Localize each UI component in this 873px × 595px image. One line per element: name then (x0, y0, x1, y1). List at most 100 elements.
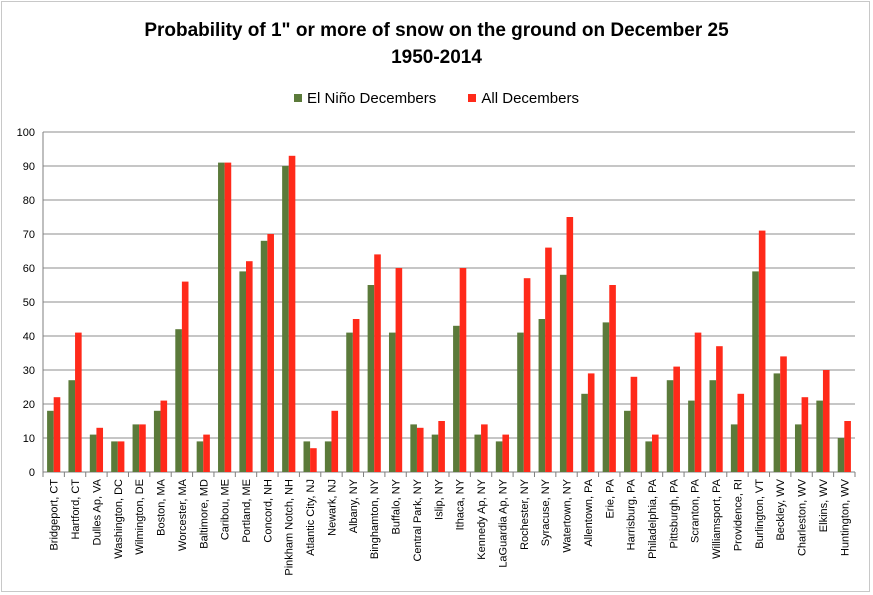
x-category-label: Williamsport, PA (711, 478, 723, 559)
x-category-label: Bridgeport, CT (49, 479, 61, 551)
x-category-label: Washington, DC (113, 479, 125, 559)
legend-label-all: All Decembers (481, 90, 579, 107)
x-category-label: Watertown, NY (562, 478, 574, 552)
x-category-label: Harrisburg, PA (626, 478, 638, 550)
x-category-label: Atlantic City, NJ (305, 479, 317, 556)
bar-el-nino (346, 332, 353, 472)
bar-el-nino (175, 329, 182, 472)
x-category-label: Elkins, WV (818, 478, 830, 532)
bar-all-decembers (395, 268, 403, 472)
bar-all-decembers (139, 424, 146, 472)
bar-el-nino (538, 319, 546, 472)
bar-all-decembers (694, 332, 702, 472)
x-category-label: Islip, NY (433, 478, 445, 520)
bar-all-decembers (117, 441, 125, 472)
chart-subtitle: 1950-2014 (391, 47, 482, 68)
x-category-label: Scranton, PA (690, 478, 702, 543)
bar-all-decembers (224, 162, 232, 472)
x-category-label: Rochester, NY (519, 478, 531, 550)
bar-el-nino (837, 438, 845, 472)
x-category-label: Boston, MA (156, 478, 168, 536)
bar-el-nino (218, 162, 225, 472)
x-category-label: Erie, PA (604, 478, 616, 518)
bar-el-nino (132, 424, 140, 472)
bar-all-decembers (502, 434, 510, 472)
bar-all-decembers (267, 234, 274, 472)
bar-all-decembers (587, 373, 595, 472)
y-tick-label: 20 (23, 399, 35, 411)
x-category-label: Albany, NY (348, 478, 360, 533)
bar-all-decembers (288, 155, 296, 473)
bar-el-nino (89, 434, 97, 472)
x-category-label: Charleston, WV (797, 478, 809, 556)
x-category-label: Pittsburgh, PA (668, 478, 680, 548)
bar-el-nino (816, 400, 823, 472)
chart-title: Probability of 1" or more of snow on the… (144, 20, 729, 41)
bar-all-decembers (673, 366, 680, 472)
bar-el-nino (517, 332, 524, 472)
bar-el-nino (239, 271, 246, 472)
bar-all-decembers (352, 319, 360, 472)
bar-el-nino (453, 325, 460, 472)
bar-el-nino (581, 393, 588, 472)
bar-el-nino (602, 322, 610, 472)
bar-el-nino (773, 373, 781, 472)
y-tick-label: 60 (23, 263, 35, 275)
x-category-label: Burlington, VT (754, 479, 766, 549)
bar-el-nino (111, 441, 118, 472)
x-category-label: Worcester, MA (177, 478, 189, 551)
bar-all-decembers (780, 356, 787, 472)
bar-all-decembers (96, 427, 104, 472)
bar-el-nino (282, 166, 289, 472)
bar-all-decembers (181, 281, 189, 472)
bar-el-nino (260, 240, 268, 472)
bar-el-nino (367, 285, 375, 472)
bar-all-decembers (716, 346, 723, 472)
y-tick-label: 0 (29, 467, 35, 479)
y-tick-label: 70 (23, 229, 35, 241)
x-category-label: Dulles Ap, VA (91, 478, 103, 545)
x-category-label: Providence, RI (732, 479, 744, 551)
bar-all-decembers (609, 285, 616, 472)
legend-swatch-all (468, 94, 477, 102)
bar-all-decembers (844, 421, 851, 472)
x-category-label: Huntington, WV (839, 478, 851, 556)
bar-all-decembers (75, 332, 82, 472)
bar-all-decembers (438, 421, 445, 472)
bar-all-decembers (652, 434, 659, 472)
bar-all-decembers (545, 247, 552, 472)
bar-el-nino (730, 424, 738, 472)
y-tick-label: 90 (23, 161, 35, 173)
bar-el-nino (388, 332, 396, 472)
bar-all-decembers (459, 268, 467, 472)
x-category-label: Philadelphia, PA (647, 478, 659, 559)
bar-all-decembers (566, 217, 574, 472)
bar-el-nino (666, 380, 674, 472)
bar-all-decembers (630, 376, 638, 472)
y-tick-label: 80 (23, 195, 35, 207)
y-tick-label: 40 (23, 331, 35, 343)
bar-all-decembers (416, 427, 424, 472)
x-category-label: Pinkham Notch, NH (284, 479, 296, 576)
bar-all-decembers (801, 397, 809, 472)
x-category-label: Allentown, PA (583, 478, 595, 546)
bar-all-decembers (822, 370, 830, 472)
x-category-label: Portland, ME (241, 479, 253, 543)
x-category-label: LaGuardia Ap, NY (497, 478, 509, 567)
x-category-label: Concord, NH (262, 479, 274, 543)
bar-all-decembers (523, 278, 531, 472)
bar-el-nino (624, 410, 631, 472)
bar-el-nino (68, 380, 76, 472)
x-category-label: Binghamton, NY (369, 478, 381, 559)
bar-all-decembers (203, 434, 210, 472)
bar-all-decembers (758, 230, 766, 472)
bar-all-decembers (53, 397, 61, 472)
bar-all-decembers (160, 400, 168, 472)
x-category-label: Caribou, ME (220, 479, 232, 540)
bar-el-nino (324, 441, 332, 472)
bar-el-nino (47, 410, 54, 472)
bar-el-nino (645, 441, 652, 472)
y-tick-label: 10 (23, 433, 35, 445)
